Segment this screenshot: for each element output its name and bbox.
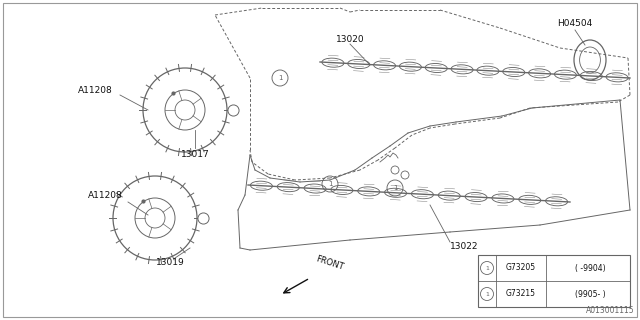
Text: 13017: 13017 — [180, 150, 209, 159]
Text: G73215: G73215 — [506, 290, 536, 299]
Text: (9905- ): (9905- ) — [575, 290, 605, 299]
Text: 13020: 13020 — [336, 35, 364, 44]
Text: 13019: 13019 — [156, 258, 184, 267]
Text: 13022: 13022 — [450, 242, 479, 251]
Text: A11208: A11208 — [77, 86, 113, 95]
Text: H04504: H04504 — [557, 19, 593, 28]
Text: G73205: G73205 — [506, 263, 536, 273]
Text: A013001115: A013001115 — [586, 306, 635, 315]
Text: 1: 1 — [485, 266, 489, 270]
Text: 1: 1 — [328, 181, 332, 187]
Text: A11208: A11208 — [88, 191, 122, 200]
Text: 1: 1 — [393, 185, 397, 191]
Bar — [478, 255, 630, 307]
Text: ( -9904): ( -9904) — [575, 263, 605, 273]
Text: 1: 1 — [485, 292, 489, 297]
Text: 1: 1 — [278, 75, 282, 81]
Text: FRONT: FRONT — [315, 254, 345, 272]
